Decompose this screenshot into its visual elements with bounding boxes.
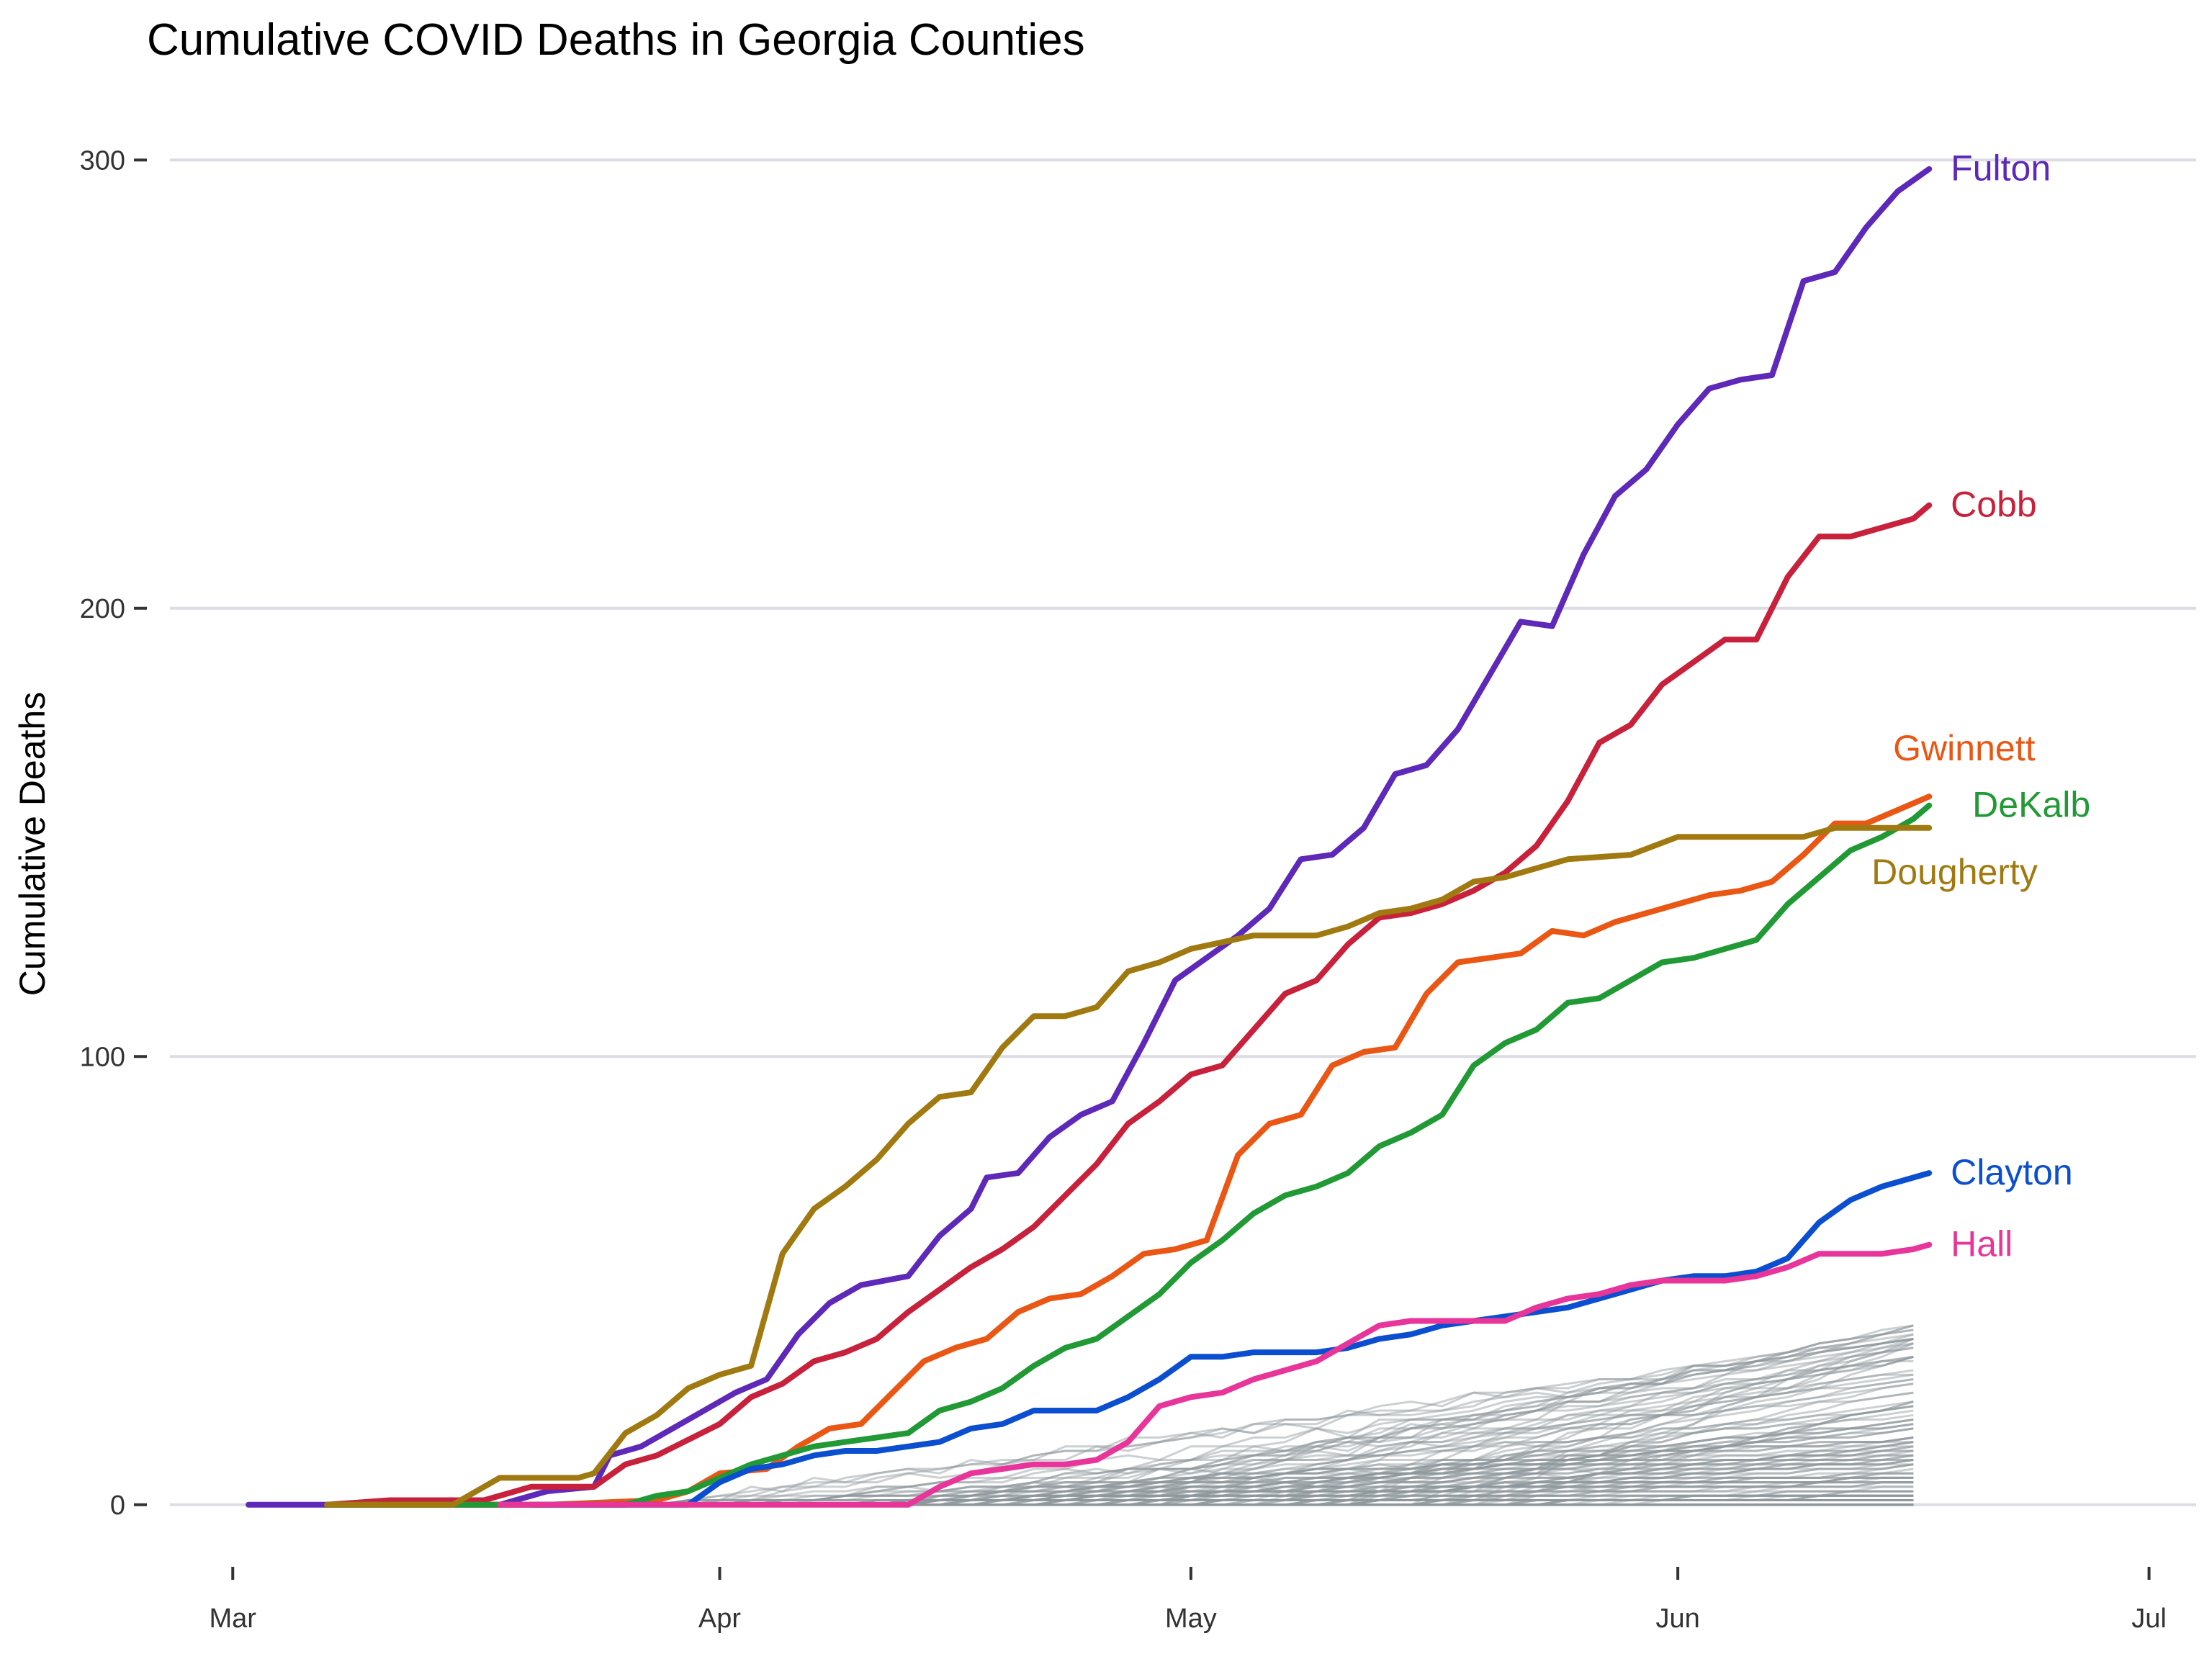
y-tick-label: 300 bbox=[80, 145, 125, 176]
series-label-dekalb: DeKalb bbox=[1972, 785, 2090, 825]
background-county-line bbox=[531, 1449, 1914, 1506]
background-county-lines bbox=[531, 1324, 1914, 1506]
axes: 0 100 200 300 Mar Apr May Jun Jul bbox=[80, 145, 2167, 1634]
background-county-line bbox=[531, 1337, 1914, 1506]
series-line-dougherty bbox=[324, 824, 1933, 1508]
series-line-fulton bbox=[246, 166, 1933, 1508]
y-tick-label: 200 bbox=[80, 594, 125, 624]
x-tick-label: May bbox=[1165, 1604, 1217, 1634]
series-label-cobb: Cobb bbox=[1951, 485, 2037, 525]
series-label-dougherty: Dougherty bbox=[1871, 852, 2038, 892]
background-county-line bbox=[531, 1454, 1914, 1506]
background-county-line bbox=[531, 1449, 1914, 1506]
background-county-line bbox=[531, 1337, 1914, 1506]
x-tick-label: Jun bbox=[1655, 1604, 1699, 1634]
x-tick-label: Apr bbox=[698, 1604, 741, 1634]
chart-title: Cumulative COVID Deaths in Georgia Count… bbox=[147, 15, 1085, 65]
series-line-dekalb bbox=[324, 802, 1933, 1508]
series-line-cobb bbox=[324, 502, 1933, 1508]
x-tick-label: Mar bbox=[210, 1604, 257, 1634]
background-county-line bbox=[531, 1445, 1914, 1506]
x-tick-label: Jul bbox=[2131, 1604, 2167, 1634]
series-label-hall: Hall bbox=[1951, 1224, 2013, 1264]
series-label-fulton: Fulton bbox=[1951, 148, 2051, 189]
series-label-clayton: Clayton bbox=[1951, 1152, 2073, 1192]
series-label-gwinnett: Gwinnett bbox=[1893, 728, 2035, 768]
background-county-line bbox=[531, 1436, 1914, 1506]
background-county-line bbox=[531, 1346, 1914, 1506]
background-county-line bbox=[531, 1413, 1914, 1506]
y-tick-label: 0 bbox=[110, 1491, 125, 1521]
series-line-clayton bbox=[528, 1170, 1933, 1508]
background-county-line bbox=[531, 1436, 1914, 1506]
y-axis-label: Cumulative Deaths bbox=[12, 692, 53, 996]
series-line-hall bbox=[497, 1241, 1933, 1508]
background-county-line bbox=[531, 1342, 1914, 1506]
y-tick-label: 100 bbox=[80, 1042, 125, 1072]
series-labels: Fulton Cobb Gwinnett DeKalb Dougherty Clayton… bbox=[1871, 148, 2090, 1264]
series-line-gwinnett bbox=[324, 793, 1933, 1508]
background-county-line bbox=[531, 1441, 1914, 1506]
highlighted-series bbox=[246, 166, 1933, 1508]
